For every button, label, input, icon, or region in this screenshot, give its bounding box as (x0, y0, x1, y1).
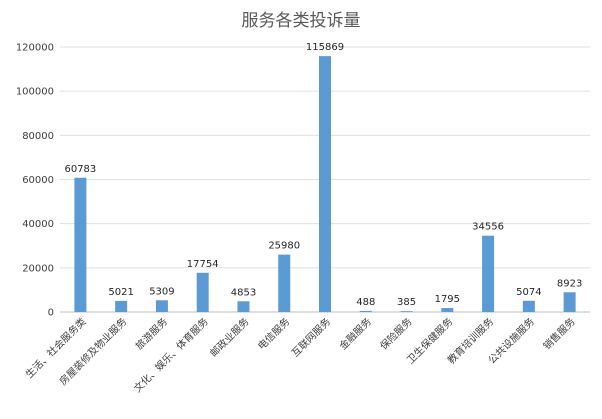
category-label: 旅游服务 (133, 315, 170, 352)
y-axis-ticks: 0 20000 40000 60000 80000 100000 120000 (16, 43, 54, 319)
bar (74, 177, 87, 312)
chart-title: 服务各类投诉量 (242, 11, 361, 31)
category-label: 金融服务 (336, 315, 373, 352)
category-label: 保险服务 (377, 315, 414, 352)
y-tick-label: 0 (48, 308, 54, 319)
bar (237, 301, 250, 312)
data-label: 5021 (108, 287, 133, 298)
y-tick-label: 80000 (22, 131, 54, 142)
bar (115, 300, 128, 312)
data-label: 4853 (231, 287, 256, 298)
data-label: 115869 (306, 42, 344, 53)
data-label: 5074 (516, 287, 541, 298)
category-label: 邮政业服务 (207, 315, 252, 360)
bar (482, 235, 495, 312)
y-tick-label: 20000 (22, 263, 54, 274)
data-label: 17754 (187, 259, 219, 270)
data-label: 34556 (472, 222, 504, 233)
y-tick-label: 60000 (22, 175, 54, 186)
bar (196, 272, 209, 312)
data-label: 60783 (64, 164, 96, 175)
category-label: 房屋装修及物业服务 (56, 315, 129, 388)
data-label: 25980 (268, 241, 300, 252)
data-labels: 60783 5021 5309 17754 4853 25980 115869 488 385 1… (64, 42, 582, 308)
data-label: 5309 (149, 286, 174, 297)
bars (74, 56, 576, 313)
bar (522, 300, 535, 312)
y-tick-label: 120000 (16, 43, 54, 54)
category-label: 电信服务 (255, 315, 292, 352)
y-tick-label: 40000 (22, 219, 54, 230)
bar (563, 292, 576, 312)
bar (400, 311, 413, 312)
y-tick-label: 100000 (16, 87, 54, 98)
category-label: 文化、娱乐、体育服务 (131, 315, 211, 395)
data-label: 1795 (435, 294, 460, 305)
category-label: 互联网服务 (289, 315, 334, 360)
category-label: 销售服务 (540, 315, 577, 352)
bar (319, 56, 331, 313)
data-label: 8923 (557, 278, 582, 289)
bar (278, 254, 291, 312)
bar (359, 310, 372, 312)
bar (155, 300, 168, 312)
data-label: 488 (356, 297, 375, 308)
data-label: 385 (397, 297, 416, 308)
bar (441, 308, 454, 312)
